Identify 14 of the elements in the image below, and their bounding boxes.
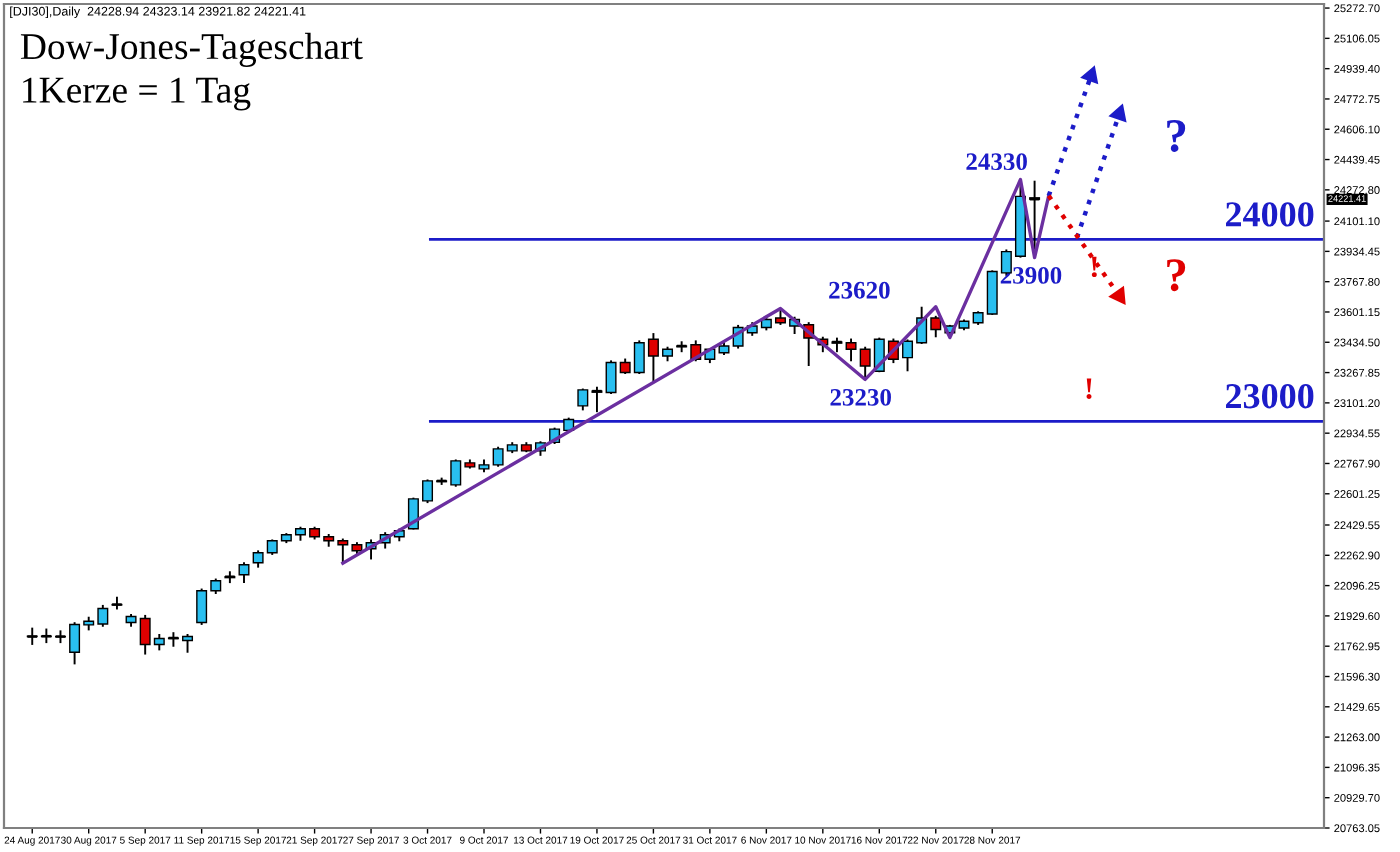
ref-line-label: 24000 xyxy=(1226,202,1314,227)
annotation: ! xyxy=(1091,256,1097,278)
point xyxy=(1081,66,1098,84)
annotation: 23620 xyxy=(829,281,890,299)
annotation: ? xyxy=(1167,120,1186,152)
point xyxy=(1109,286,1126,305)
ref-line-label: 23000 xyxy=(1226,384,1314,409)
annotation: ! xyxy=(1086,378,1092,400)
annotation: 23230 xyxy=(830,388,891,406)
annotation: 24330 xyxy=(966,153,1027,171)
annotation: ? xyxy=(1167,259,1186,292)
point xyxy=(1109,104,1127,122)
text: Dow-Jones-Tageschart xyxy=(20,32,363,67)
text: 1Kerze = 1 Tag xyxy=(23,77,251,111)
